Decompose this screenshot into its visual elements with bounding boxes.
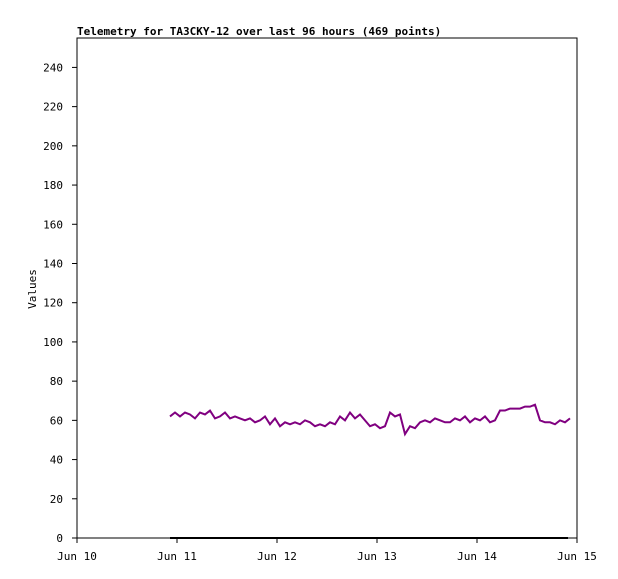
x-tick-label: Jun 14	[457, 550, 497, 563]
y-tick-label: 20	[50, 493, 63, 506]
y-tick-label: 140	[43, 257, 63, 270]
y-tick-label: 220	[43, 101, 63, 114]
y-tick-label: 200	[43, 140, 63, 153]
y-tick-label: 100	[43, 336, 63, 349]
x-tick-label: Jun 10	[57, 550, 97, 563]
x-tick-label: Jun 13	[357, 550, 397, 563]
y-tick-label: 240	[43, 61, 63, 74]
y-tick-label: 40	[50, 454, 63, 467]
y-tick-label: 80	[50, 375, 63, 388]
x-tick-label: Jun 11	[157, 550, 197, 563]
y-tick-label: 120	[43, 297, 63, 310]
y-tick-label: 60	[50, 414, 63, 427]
y-tick-label: 0	[56, 532, 63, 545]
y-tick-label: 180	[43, 179, 63, 192]
data-line	[169, 403, 571, 437]
y-axis-label: Values	[26, 269, 39, 309]
x-tick-label: Jun 12	[257, 550, 297, 563]
chart-title: Telemetry for TA3CKY-12 over last 96 hou…	[77, 25, 441, 38]
x-tick-label: Jun 15	[557, 550, 597, 563]
y-tick-label: 160	[43, 218, 63, 231]
